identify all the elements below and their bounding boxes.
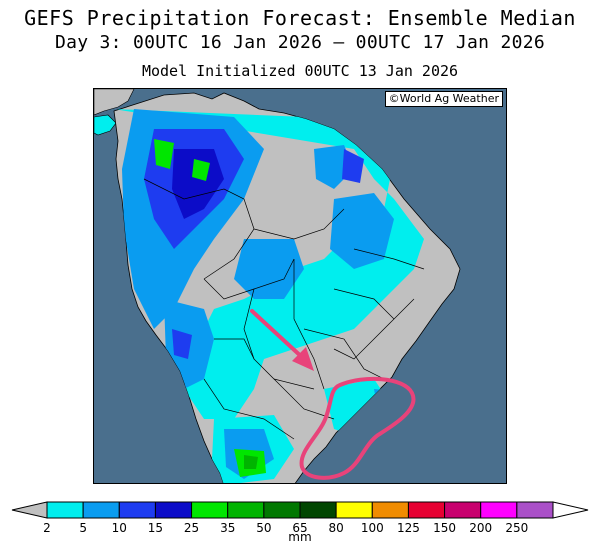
map-canvas: [94, 89, 506, 483]
map-title: GEFS Precipitation Forecast: Ensemble Me…: [24, 6, 576, 30]
legend-swatch: [227, 501, 265, 519]
model-init-time: Model Initialized 00UTC 13 Jan 2026: [141, 62, 459, 80]
legend-over-arrow: [552, 501, 589, 519]
legend-tick-label: 35: [220, 521, 235, 535]
legend-swatch: [82, 501, 120, 519]
legend-swatch: [46, 501, 84, 519]
legend-tick-label: 250: [505, 521, 528, 535]
precipitation-map: ©World Ag Weather: [93, 88, 507, 484]
legend-tick-label: 125: [397, 521, 420, 535]
legend-under-arrow: [11, 501, 48, 519]
forecast-period: Day 3: 00UTC 16 Jan 2026 — 00UTC 17 Jan …: [54, 32, 546, 53]
legend-swatch: [191, 501, 229, 519]
legend-swatch: [335, 501, 373, 519]
legend-swatch: [118, 501, 156, 519]
legend-tick-label: 15: [148, 521, 163, 535]
legend-tick-label: 25: [184, 521, 199, 535]
legend-tick-label: 50: [256, 521, 271, 535]
annotation-loop: [299, 376, 416, 480]
legend-unit: mm: [288, 530, 312, 544]
legend-tick-label: 2: [43, 521, 51, 535]
legend-tick-label: 200: [469, 521, 492, 535]
legend-swatch: [371, 501, 409, 519]
color-legend: 2 5 10 15 25 35 50 65 80 100 125 150 200 250: [11, 501, 589, 535]
legend-tick-label: 150: [433, 521, 456, 535]
legend-swatch: [516, 501, 554, 519]
legend-swatch: [444, 501, 482, 519]
legend-swatch: [407, 501, 446, 519]
legend-tick-label: 80: [329, 521, 344, 535]
legend-swatch: [263, 501, 301, 519]
legend-swatch: [299, 501, 337, 519]
legend-tick-label: 10: [112, 521, 127, 535]
credit-label: ©World Ag Weather: [384, 91, 503, 107]
legend-swatch: [480, 501, 518, 519]
annotation-arrow: [250, 309, 314, 371]
legend-swatch: [154, 501, 193, 519]
legend-tick-label: 5: [79, 521, 87, 535]
legend-tick-label: 65: [292, 521, 307, 535]
legend-tick-label: 100: [361, 521, 384, 535]
